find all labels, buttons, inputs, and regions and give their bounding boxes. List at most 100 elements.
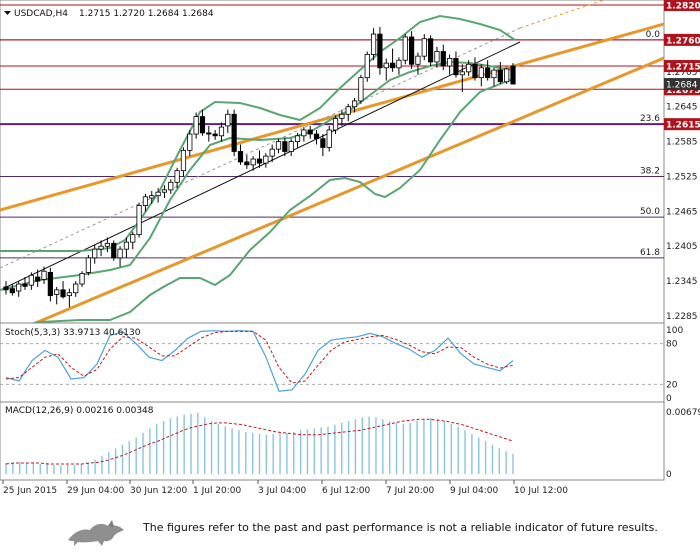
candle (98, 240, 104, 257)
macd-signal-line (5, 418, 514, 465)
stoch-tick-label: 20 (666, 380, 678, 390)
candle-body (364, 54, 370, 79)
candle (22, 277, 28, 290)
stoch-k-line (5, 330, 514, 392)
macd-tick-label: 0.00679 (666, 408, 700, 418)
candle (60, 281, 66, 299)
candle (66, 288, 72, 308)
price-tag-label: 1.2715 (666, 63, 700, 73)
candle-body (130, 234, 136, 243)
channel-lower-line (0, 56, 665, 340)
candle (35, 269, 41, 287)
candle (149, 191, 155, 204)
candle-body (168, 181, 174, 191)
candle-body (231, 113, 237, 152)
date-axis: 25 Jun 2015 29 Jun 04:00 30 Jun 12:00 1 Jul… (2, 480, 568, 496)
stoch-d-line (5, 330, 514, 384)
fib-label: 38.2 (640, 166, 660, 176)
candle-body (250, 158, 256, 166)
price-tag-label: 1.2615 (666, 121, 700, 131)
candle (294, 132, 301, 148)
stoch-tick-label: 0 (666, 394, 672, 404)
candle-body (73, 283, 79, 294)
candle-body (383, 62, 389, 69)
candle-body (472, 63, 478, 79)
candle (269, 144, 275, 162)
candle (491, 67, 497, 87)
ohlc-label: 1.2715 1.2720 1.2684 1.2684 (79, 9, 214, 19)
date-tick-label: 30 Jun 12:00 (130, 486, 187, 496)
candle-body (9, 288, 15, 294)
candle-body (396, 59, 402, 69)
candle-body (339, 113, 345, 119)
candle-body (332, 117, 339, 131)
current-price-tag (664, 78, 700, 91)
candle-body (358, 77, 364, 102)
candle (47, 267, 53, 302)
price-tick-label: 1.2465 (666, 207, 698, 217)
dropdown-arrow-icon (4, 11, 11, 15)
candle-body (155, 191, 161, 197)
date-tick-label: 25 Jun 2015 (3, 486, 57, 496)
price-tag (664, 60, 700, 73)
macd-tick-label: 0 (666, 470, 672, 480)
candle (92, 244, 98, 264)
price-pane: 0.0 23.6 38.2 50.0 61.8 USDCAD,H4 1.2715 1.2… (0, 0, 665, 340)
candle (478, 64, 484, 87)
candle (408, 31, 415, 69)
fib-label: 0.0 (646, 30, 661, 40)
disclaimer-bar: The figures refer to the past and past p… (0, 512, 700, 552)
candle-body (389, 62, 396, 69)
price-tag (664, 0, 700, 11)
candle-body (206, 132, 212, 135)
candle-body (408, 36, 415, 65)
candle-body (351, 100, 358, 108)
candle-body (345, 106, 351, 115)
candle (332, 115, 339, 135)
candle (85, 254, 91, 276)
candle-body (313, 133, 320, 140)
candle (389, 48, 396, 72)
candle-body (193, 116, 199, 135)
candle (453, 51, 459, 78)
candle (377, 27, 383, 75)
candle (142, 193, 149, 212)
candle-body (35, 276, 41, 282)
candle (155, 188, 161, 203)
candle-body (161, 189, 168, 193)
candle (3, 281, 9, 295)
price-tag-label: 1.2760 (666, 36, 700, 46)
candle (180, 147, 187, 177)
fib-label: 23.6 (640, 114, 660, 124)
symbol-label: USDCAD,H4 (14, 9, 68, 19)
candle (218, 122, 225, 142)
candle-body (377, 33, 383, 69)
candle-body (98, 245, 104, 250)
candle-body (244, 161, 250, 166)
candle-body (104, 242, 110, 247)
candle-body (187, 133, 193, 151)
bollinger-lower (0, 77, 516, 331)
candle-body (28, 274, 34, 286)
candle-body (22, 283, 28, 287)
candle-body (282, 141, 288, 152)
candle (104, 237, 110, 253)
candle-body (402, 36, 408, 61)
date-tick-label: 29 Jun 04:00 (67, 486, 124, 496)
candle (263, 153, 269, 168)
candle (199, 109, 206, 136)
candle (307, 125, 313, 139)
stoch-tick-label: 80 (666, 340, 678, 350)
candle (136, 202, 142, 238)
price-tick-label: 1.2345 (666, 277, 698, 287)
candle (288, 138, 294, 157)
stoch-tick-label: 100 (666, 326, 683, 336)
stochastic-label: Stoch(5,3,3) 33.9713 40.6130 (5, 328, 141, 338)
candle (275, 138, 282, 154)
fib-label: 61.8 (640, 248, 660, 258)
price-tick-label: 1.2405 (666, 242, 698, 252)
candle-body (263, 155, 269, 164)
candle-body (111, 242, 117, 259)
date-tick-label: 1 Jul 20:00 (193, 486, 242, 496)
